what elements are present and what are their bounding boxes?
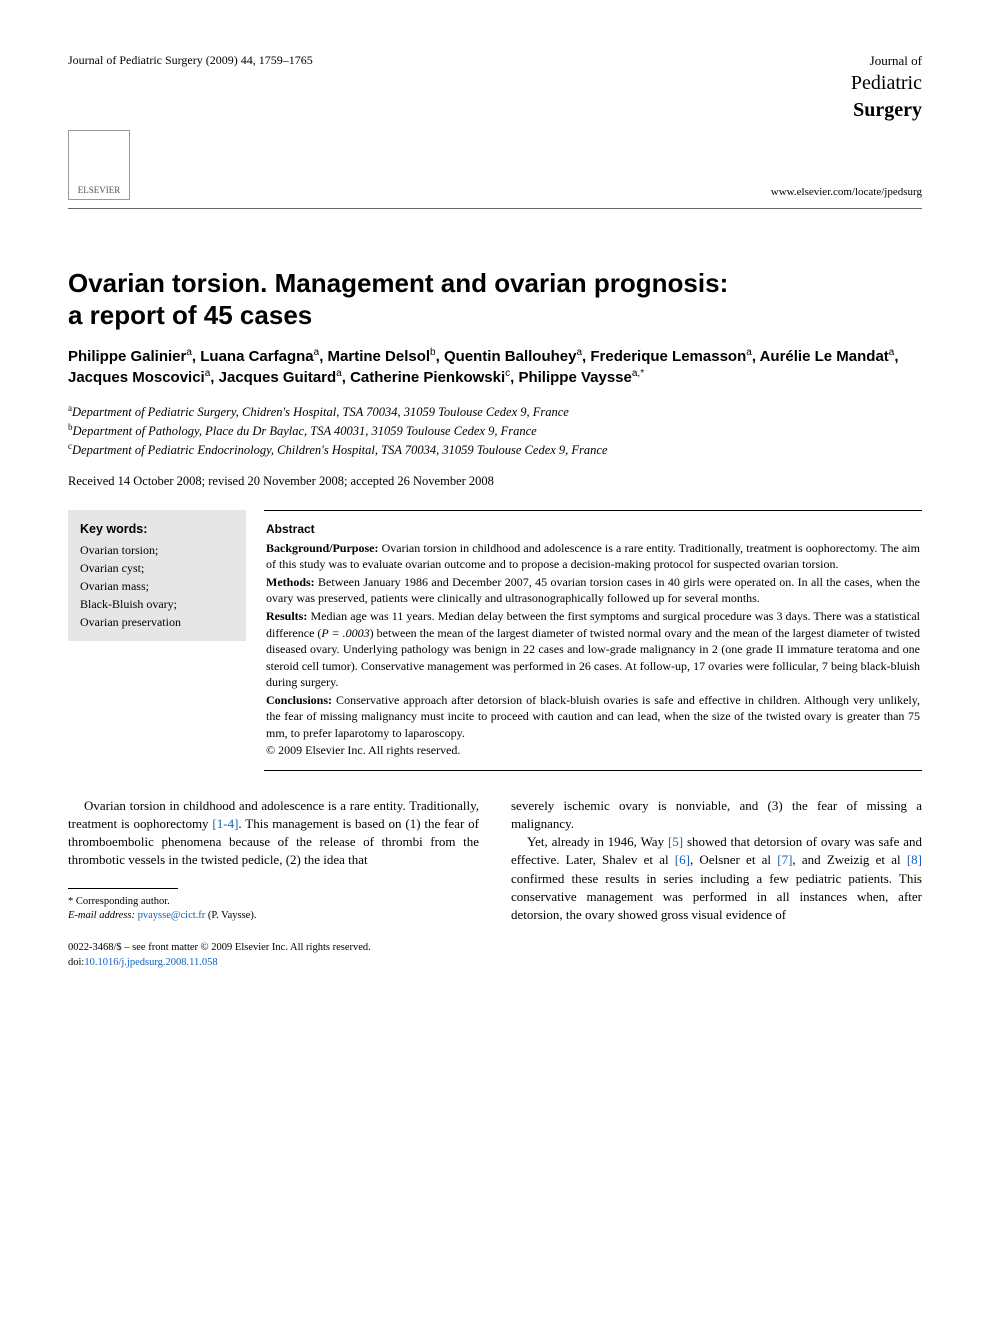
elsevier-logo: ELSEVIER — [68, 130, 130, 200]
body-col-right: severely ischemic ovary is nonviable, an… — [511, 797, 922, 970]
keywords-heading: Key words: — [80, 520, 234, 539]
corresponding-author: * Corresponding author. — [68, 895, 479, 909]
author-list: Philippe Galiniera, Luana Carfagnaa, Mar… — [68, 346, 922, 388]
affiliation-a: aDepartment of Pediatric Surgery, Chidre… — [68, 402, 922, 421]
keywords-abstract-row: Key words: Ovarian torsion; Ovarian cyst… — [68, 510, 922, 771]
abs-methods-label: Methods: — [266, 575, 315, 589]
abs-background-label: Background/Purpose: — [266, 541, 378, 555]
doi-link[interactable]: 10.1016/j.jpedsurg.2008.11.058 — [84, 957, 217, 968]
abstract-methods: Methods: Between January 1986 and Decemb… — [266, 574, 920, 607]
affiliation-b-text: Department of Pathology, Place du Dr Bay… — [73, 424, 537, 438]
abstract-box: Abstract Background/Purpose: Ovarian tor… — [264, 510, 922, 771]
body-p2-post: confirmed these results in series includ… — [511, 871, 922, 922]
abstract-heading: Abstract — [266, 521, 920, 538]
footnote-email-line: E-mail address: pvaysse@cict.fr (P. Vays… — [68, 909, 479, 923]
abstract-conclusions: Conclusions: Conservative approach after… — [266, 692, 920, 742]
citation-link[interactable]: [5] — [668, 834, 683, 849]
footnote-block: * Corresponding author. E-mail address: … — [68, 895, 479, 923]
abstract-background: Background/Purpose: Ovarian torsion in c… — [266, 540, 920, 573]
abs-methods-text: Between January 1986 and December 2007, … — [266, 575, 920, 606]
copyright-line: 0022-3468/$ – see front matter © 2009 El… — [68, 941, 479, 970]
abs-results-stat: P = .0003 — [321, 626, 369, 640]
body-p2-mid2: , Oelsner et al — [690, 852, 777, 867]
affiliation-c-text: Department of Pediatric Endocrinology, C… — [72, 443, 608, 457]
doi-line: doi:10.1016/j.jpedsurg.2008.11.058 — [68, 956, 479, 971]
article-dates: Received 14 October 2008; revised 20 Nov… — [68, 473, 922, 490]
title-line1: Ovarian torsion. Management and ovarian … — [68, 268, 728, 298]
keyword-item: Ovarian torsion; — [80, 541, 234, 559]
abstract-copyright: © 2009 Elsevier Inc. All rights reserved… — [266, 742, 920, 759]
abs-results-label: Results: — [266, 609, 307, 623]
citation-link[interactable]: [7] — [777, 852, 792, 867]
body-para-1: Ovarian torsion in childhood and adolesc… — [68, 797, 479, 870]
keywords-box: Key words: Ovarian torsion; Ovarian cyst… — [68, 510, 246, 641]
body-p2-pre: Yet, already in 1946, Way — [527, 834, 668, 849]
body-para-1-cont: severely ischemic ovary is nonviable, an… — [511, 797, 922, 833]
front-matter: 0022-3468/$ – see front matter © 2009 El… — [68, 941, 479, 956]
affiliation-c: cDepartment of Pediatric Endocrinology, … — [68, 440, 922, 459]
abs-conclusions-label: Conclusions: — [266, 693, 332, 707]
header-row: Journal of Pediatric Surgery (2009) 44, … — [68, 52, 922, 124]
affiliation-b: bDepartment of Pathology, Place du Dr Ba… — [68, 421, 922, 440]
title-line2: a report of 45 cases — [68, 300, 312, 330]
journal-name-line1: Journal of — [851, 52, 922, 70]
journal-reference: Journal of Pediatric Surgery (2009) 44, … — [68, 52, 313, 68]
article-title: Ovarian torsion. Management and ovarian … — [68, 267, 922, 332]
body-p2-mid3: , and Zweizig et al — [792, 852, 906, 867]
journal-name-line2: Pediatric — [851, 70, 922, 97]
footnote-separator — [68, 888, 178, 889]
citation-link[interactable]: [8] — [907, 852, 922, 867]
abstract-results: Results: Median age was 11 years. Median… — [266, 608, 920, 691]
citation-link[interactable]: [6] — [675, 852, 690, 867]
keyword-item: Ovarian mass; — [80, 577, 234, 595]
body-columns: Ovarian torsion in childhood and adolesc… — [68, 797, 922, 970]
header-under: ELSEVIER www.elsevier.com/locate/jpedsur… — [68, 130, 922, 209]
keyword-item: Ovarian preservation — [80, 613, 234, 631]
abs-conclusions-text: Conservative approach after detorsion of… — [266, 693, 920, 740]
journal-url[interactable]: www.elsevier.com/locate/jpedsurg — [771, 185, 922, 200]
journal-name-line3: Surgery — [851, 97, 922, 124]
journal-brand: Journal of Pediatric Surgery — [851, 52, 922, 124]
affiliation-a-text: Department of Pediatric Surgery, Chidren… — [72, 405, 569, 419]
email-who: (P. Vaysse). — [205, 910, 256, 921]
citation-link[interactable]: [1-4] — [212, 816, 238, 831]
doi-label: doi: — [68, 957, 84, 968]
keyword-item: Ovarian cyst; — [80, 559, 234, 577]
email-label: E-mail address: — [68, 910, 135, 921]
body-para-2: Yet, already in 1946, Way [5] showed tha… — [511, 833, 922, 924]
affiliations: aDepartment of Pediatric Surgery, Chidre… — [68, 402, 922, 460]
body-col-left: Ovarian torsion in childhood and adolesc… — [68, 797, 479, 970]
email-link[interactable]: pvaysse@cict.fr — [138, 910, 206, 921]
keyword-item: Black-Bluish ovary; — [80, 595, 234, 613]
